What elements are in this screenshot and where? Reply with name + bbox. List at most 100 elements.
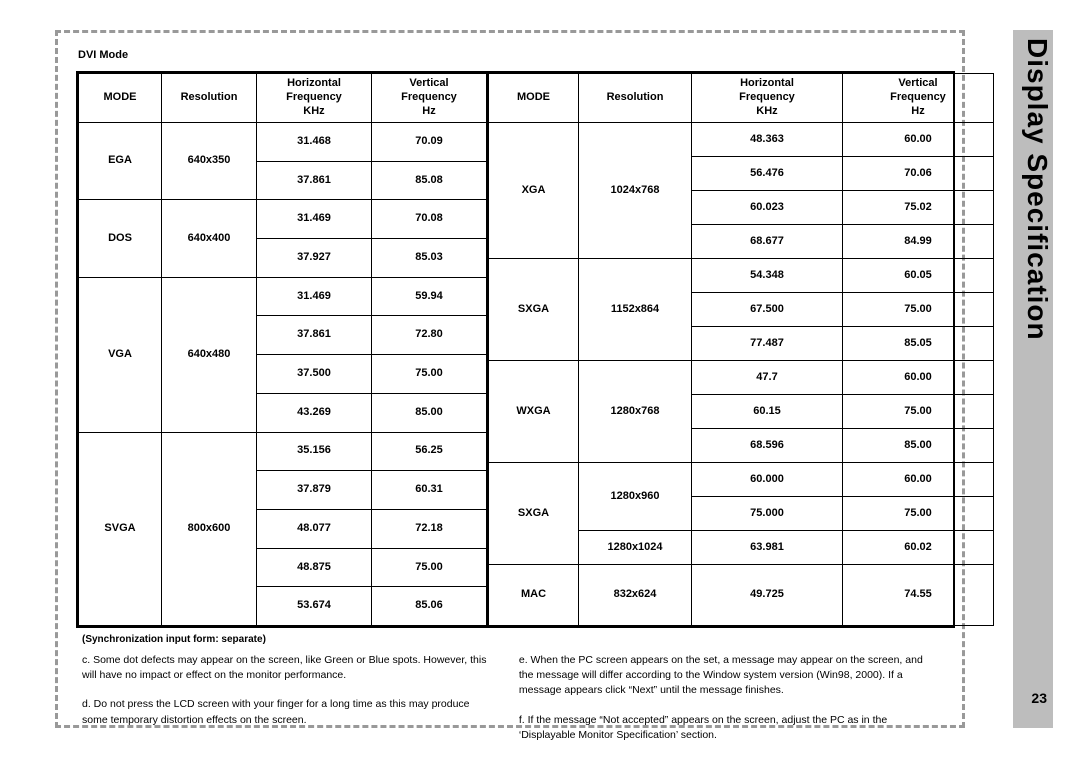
table-row: EGA640x35031.46870.09 [79, 123, 487, 162]
cell-resolution: 640x400 [162, 200, 257, 277]
table-row: DOS640x40031.46970.08 [79, 200, 487, 239]
notes-right-col: e. When the PC screen appears on the set… [519, 653, 930, 757]
cell-hfreq: 37.861 [257, 161, 372, 200]
footnotes: c. Some dot defects may appear on the sc… [76, 653, 944, 757]
table-row: SVGA800x60035.15656.25 [79, 432, 487, 471]
table-right: MODE Resolution HorizontalFrequencyKHz V… [487, 73, 994, 626]
cell-hfreq: 60.15 [692, 395, 843, 429]
cell-vfreq: 60.00 [843, 361, 994, 395]
th-hfreq: HorizontalFrequencyKHz [257, 74, 372, 123]
cell-hfreq: 53.674 [257, 587, 372, 626]
cell-resolution: 1280x1024 [579, 531, 692, 565]
cell-hfreq: 63.981 [692, 531, 843, 565]
cell-resolution: 1152x864 [579, 259, 692, 361]
cell-hfreq: 75.000 [692, 497, 843, 531]
cell-resolution: 640x480 [162, 277, 257, 432]
cell-vfreq: 75.00 [372, 355, 487, 394]
cell-vfreq: 84.99 [843, 225, 994, 259]
cell-vfreq: 75.00 [843, 497, 994, 531]
cell-vfreq: 60.00 [843, 463, 994, 497]
cell-hfreq: 49.725 [692, 565, 843, 626]
cell-hfreq: 31.469 [257, 277, 372, 316]
cell-vfreq: 85.06 [372, 587, 487, 626]
cell-hfreq: 37.927 [257, 239, 372, 278]
table-row: SXGA1152x86454.34860.05 [488, 259, 994, 293]
sidebar: Display Specification [1013, 30, 1053, 728]
cell-vfreq: 56.25 [372, 432, 487, 471]
note-c: c. Some dot defects may appear on the sc… [82, 653, 493, 683]
content-frame: DVI Mode MODE Resolution HorizontalFrequ… [55, 30, 965, 728]
cell-hfreq: 31.469 [257, 200, 372, 239]
notes-left-col: c. Some dot defects may appear on the sc… [82, 653, 493, 757]
th-resolution: Resolution [162, 74, 257, 123]
cell-vfreq: 74.55 [843, 565, 994, 626]
cell-hfreq: 77.487 [692, 327, 843, 361]
th-vfreq: VerticalFrequencyHz [843, 74, 994, 123]
cell-resolution: 640x350 [162, 123, 257, 200]
cell-hfreq: 48.077 [257, 509, 372, 548]
cell-vfreq: 85.08 [372, 161, 487, 200]
th-mode: MODE [79, 74, 162, 123]
note-d: d. Do not press the LCD screen with your… [82, 697, 493, 727]
cell-hfreq: 60.000 [692, 463, 843, 497]
cell-mode: SXGA [488, 463, 579, 565]
cell-hfreq: 47.7 [692, 361, 843, 395]
table-row: XGA1024x76848.36360.00 [488, 123, 994, 157]
cell-mode: XGA [488, 123, 579, 259]
cell-vfreq: 60.31 [372, 471, 487, 510]
cell-hfreq: 48.875 [257, 548, 372, 587]
cell-hfreq: 67.500 [692, 293, 843, 327]
cell-hfreq: 54.348 [692, 259, 843, 293]
cell-mode: VGA [79, 277, 162, 432]
cell-resolution: 800x600 [162, 432, 257, 626]
cell-hfreq: 60.023 [692, 191, 843, 225]
cell-mode: DOS [79, 200, 162, 277]
th-vfreq: VerticalFrequencyHz [372, 74, 487, 123]
cell-hfreq: 31.468 [257, 123, 372, 162]
cell-mode: WXGA [488, 361, 579, 463]
cell-hfreq: 43.269 [257, 393, 372, 432]
cell-mode: SVGA [79, 432, 162, 626]
cell-vfreq: 85.00 [843, 429, 994, 463]
cell-hfreq: 37.879 [257, 471, 372, 510]
cell-vfreq: 75.02 [843, 191, 994, 225]
cell-vfreq: 72.80 [372, 316, 487, 355]
cell-resolution: 1280x960 [579, 463, 692, 531]
cell-hfreq: 37.861 [257, 316, 372, 355]
cell-vfreq: 59.94 [372, 277, 487, 316]
th-hfreq: HorizontalFrequencyKHz [692, 74, 843, 123]
cell-vfreq: 75.00 [843, 293, 994, 327]
sync-note: (Synchronization input form: separate) [82, 634, 944, 645]
cell-resolution: 1024x768 [579, 123, 692, 259]
table-row: MAC832x62449.72574.55 [488, 565, 994, 626]
page-number: 23 [1031, 690, 1047, 706]
cell-vfreq: 60.02 [843, 531, 994, 565]
cell-vfreq: 75.00 [372, 548, 487, 587]
cell-vfreq: 70.08 [372, 200, 487, 239]
cell-hfreq: 68.596 [692, 429, 843, 463]
note-f: f. If the message “Not accepted” appears… [519, 713, 930, 743]
th-resolution: Resolution [579, 74, 692, 123]
sidebar-title: Display Specification [1013, 38, 1053, 341]
table-left: MODE Resolution HorizontalFrequencyKHz V… [78, 73, 487, 626]
cell-hfreq: 68.677 [692, 225, 843, 259]
cell-mode: MAC [488, 565, 579, 626]
cell-hfreq: 37.500 [257, 355, 372, 394]
cell-hfreq: 56.476 [692, 157, 843, 191]
table-row: WXGA1280x76847.760.00 [488, 361, 994, 395]
cell-vfreq: 60.05 [843, 259, 994, 293]
cell-vfreq: 70.06 [843, 157, 994, 191]
cell-resolution: 1280x768 [579, 361, 692, 463]
cell-vfreq: 60.00 [843, 123, 994, 157]
cell-vfreq: 85.03 [372, 239, 487, 278]
cell-vfreq: 75.00 [843, 395, 994, 429]
cell-resolution: 832x624 [579, 565, 692, 626]
cell-vfreq: 85.05 [843, 327, 994, 361]
cell-hfreq: 35.156 [257, 432, 372, 471]
cell-vfreq: 85.00 [372, 393, 487, 432]
section-title: DVI Mode [78, 49, 944, 61]
th-mode: MODE [488, 74, 579, 123]
note-e: e. When the PC screen appears on the set… [519, 653, 930, 699]
table-row: VGA640x48031.46959.94 [79, 277, 487, 316]
cell-vfreq: 72.18 [372, 509, 487, 548]
